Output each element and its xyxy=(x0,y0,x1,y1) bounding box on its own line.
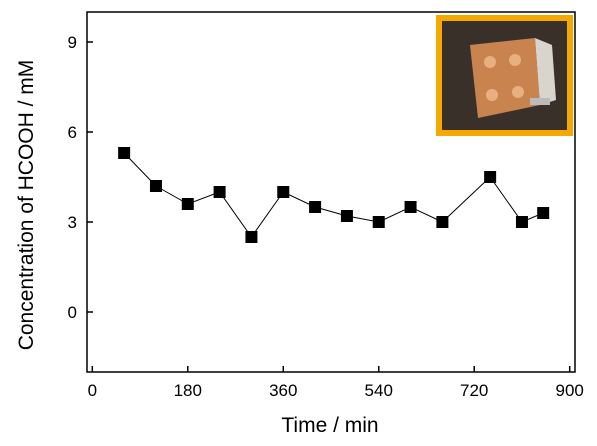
y-tick-label: 6 xyxy=(68,123,77,142)
line xyxy=(124,153,543,237)
x-tick-label: 360 xyxy=(269,381,297,400)
y-tick-label: 9 xyxy=(68,33,77,52)
inset-plate xyxy=(470,38,540,118)
x-tick-label: 540 xyxy=(365,381,393,400)
marker xyxy=(182,198,194,210)
marker xyxy=(405,201,417,213)
page: {"chart_data": {"type": "line", "x_label… xyxy=(0,0,597,446)
chart: Time / min Concentration of HCOOH / mM 0… xyxy=(0,0,597,441)
marker xyxy=(277,186,289,198)
inset-fitting xyxy=(484,56,496,68)
marker xyxy=(214,186,226,198)
inset-fitting xyxy=(512,86,524,98)
marker xyxy=(245,231,257,243)
marker xyxy=(484,171,496,183)
marker xyxy=(118,147,130,159)
inset-connector xyxy=(530,98,550,105)
marker xyxy=(150,180,162,192)
y-tick-label: 3 xyxy=(68,213,77,232)
x-axis-title: Time / min xyxy=(281,414,378,437)
inset-fitting xyxy=(509,54,521,66)
marker xyxy=(309,201,321,213)
y-tick-label: 0 xyxy=(68,303,77,322)
inset-fitting xyxy=(486,89,498,101)
x-tick-label: 180 xyxy=(174,381,202,400)
marker xyxy=(436,216,448,228)
marker xyxy=(537,207,549,219)
x-tick-label: 900 xyxy=(556,381,584,400)
inset-photo xyxy=(436,15,573,136)
x-tick-label: 0 xyxy=(88,381,97,400)
marker xyxy=(516,216,528,228)
x-tick-label: 720 xyxy=(460,381,488,400)
marker xyxy=(373,216,385,228)
marker xyxy=(341,210,353,222)
y-axis-title: Concentration of HCOOH / mM xyxy=(15,60,38,351)
